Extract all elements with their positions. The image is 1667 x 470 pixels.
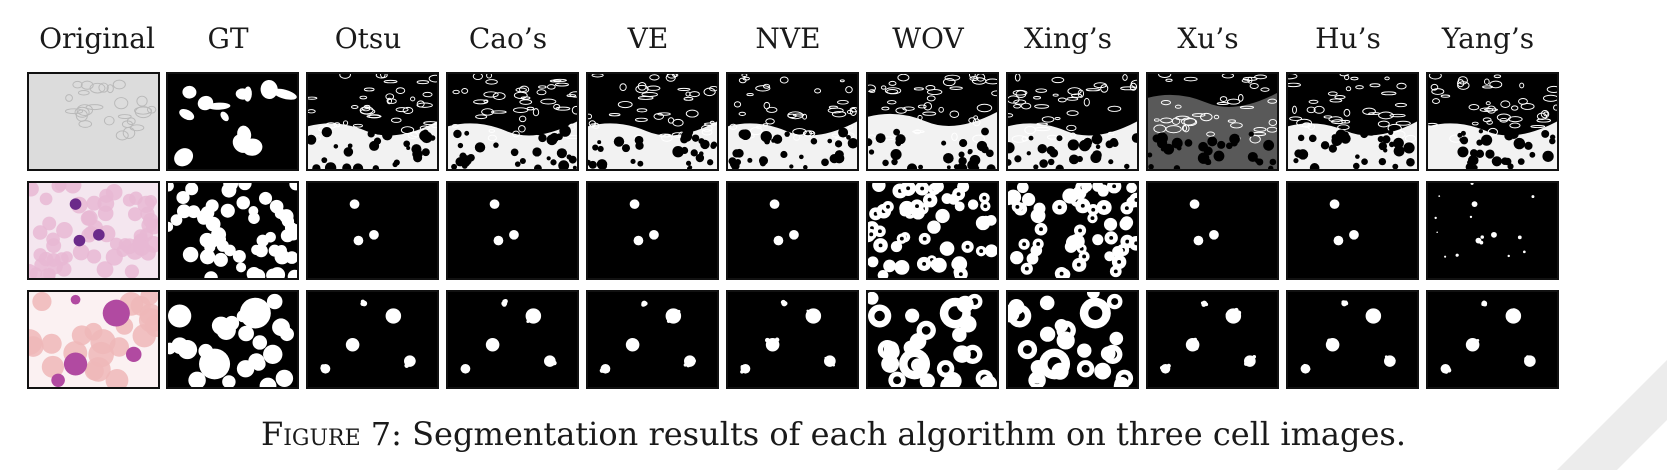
tile-nve-row-1 (726, 72, 859, 171)
segmentation-image-wov-row-2 (868, 183, 997, 278)
segmentation-image-hu-row-1 (1288, 74, 1417, 169)
segmentation-image-xing-row-3 (1008, 292, 1137, 387)
tile-wov-row-2 (866, 181, 999, 280)
segmentation-image-cao-row-3 (448, 292, 577, 387)
tile-otsu-row-1 (306, 72, 439, 171)
segmentation-image-xu-row-3 (1148, 292, 1277, 387)
segmentation-image-otsu-row-3 (308, 292, 437, 387)
tile-original-row-3 (27, 290, 160, 389)
tile-xu-row-2 (1146, 181, 1279, 280)
tile-nve-row-2 (726, 181, 859, 280)
column-title-otsu: Otsu (334, 22, 402, 55)
tile-xing-row-1 (1006, 72, 1139, 171)
tile-xu-row-1 (1146, 72, 1279, 171)
caption-text: Segmentation results of each algorithm o… (412, 415, 1406, 453)
segmentation-image-otsu-row-1 (308, 74, 437, 169)
column-title-hu: Hu’s (1315, 22, 1381, 55)
tile-hu-row-3 (1286, 290, 1419, 389)
segmentation-image-ve-row-3 (588, 292, 717, 387)
tile-otsu-row-2 (306, 181, 439, 280)
tile-yang-row-2 (1426, 181, 1559, 280)
segmentation-image-yang-row-2 (1428, 183, 1557, 278)
tile-xing-row-3 (1006, 290, 1139, 389)
tile-ve-row-3 (586, 290, 719, 389)
tile-gt-row-2 (166, 181, 299, 280)
segmentation-image-original-row-2 (29, 183, 158, 278)
column-title-yang: Yang’s (1441, 22, 1535, 55)
segmentation-image-xing-row-2 (1008, 183, 1137, 278)
tile-wov-row-3 (866, 290, 999, 389)
tile-hu-row-1 (1286, 72, 1419, 171)
tile-ve-row-2 (586, 181, 719, 280)
segmentation-image-yang-row-3 (1428, 292, 1557, 387)
segmentation-image-nve-row-2 (728, 183, 857, 278)
tile-cao-row-2 (446, 181, 579, 280)
tile-gt-row-1 (166, 72, 299, 171)
tile-hu-row-2 (1286, 181, 1419, 280)
figure-caption: Figure 7: Segmentation results of each a… (0, 414, 1667, 454)
segmentation-image-original-row-1 (29, 74, 158, 169)
segmentation-image-hu-row-3 (1288, 292, 1417, 387)
segmentation-image-hu-row-2 (1288, 183, 1417, 278)
segmentation-image-yang-row-1 (1428, 74, 1557, 169)
tile-otsu-row-3 (306, 290, 439, 389)
tile-xu-row-3 (1146, 290, 1279, 389)
segmentation-image-otsu-row-2 (308, 183, 437, 278)
tile-yang-row-3 (1426, 290, 1559, 389)
segmentation-image-gt-row-3 (168, 292, 297, 387)
column-title-wov: WOV (892, 22, 964, 55)
segmentation-image-cao-row-2 (448, 183, 577, 278)
tile-cao-row-3 (446, 290, 579, 389)
column-title-cao: Cao’s (468, 22, 548, 55)
segmentation-image-original-row-3 (29, 292, 158, 387)
segmentation-image-wov-row-1 (868, 74, 997, 169)
tile-gt-row-3 (166, 290, 299, 389)
segmentation-image-cao-row-1 (448, 74, 577, 169)
column-title-xing: Xing’s (1023, 22, 1113, 55)
segmentation-image-gt-row-1 (168, 74, 297, 169)
column-title-original: Original (39, 22, 155, 55)
segmentation-image-xu-row-1 (1148, 74, 1277, 169)
tile-original-row-2 (27, 181, 160, 280)
segmentation-image-gt-row-2 (168, 183, 297, 278)
segmentation-image-xing-row-1 (1008, 74, 1137, 169)
segmentation-image-xu-row-2 (1148, 183, 1277, 278)
tile-wov-row-1 (866, 72, 999, 171)
segmentation-image-nve-row-1 (728, 74, 857, 169)
column-title-gt: GT (207, 22, 249, 55)
segmentation-image-ve-row-2 (588, 183, 717, 278)
column-title-nve: NVE (755, 22, 821, 55)
tile-xing-row-2 (1006, 181, 1139, 280)
column-title-ve: VE (627, 22, 669, 55)
column-title-xu: Xu’s (1177, 22, 1239, 55)
tile-nve-row-3 (726, 290, 859, 389)
segmentation-image-ve-row-1 (588, 74, 717, 169)
tile-ve-row-1 (586, 72, 719, 171)
figure-number: Figure 7: (261, 415, 402, 453)
tile-cao-row-1 (446, 72, 579, 171)
tile-original-row-1 (27, 72, 160, 171)
tile-yang-row-1 (1426, 72, 1559, 171)
segmentation-image-wov-row-3 (868, 292, 997, 387)
segmentation-image-nve-row-3 (728, 292, 857, 387)
